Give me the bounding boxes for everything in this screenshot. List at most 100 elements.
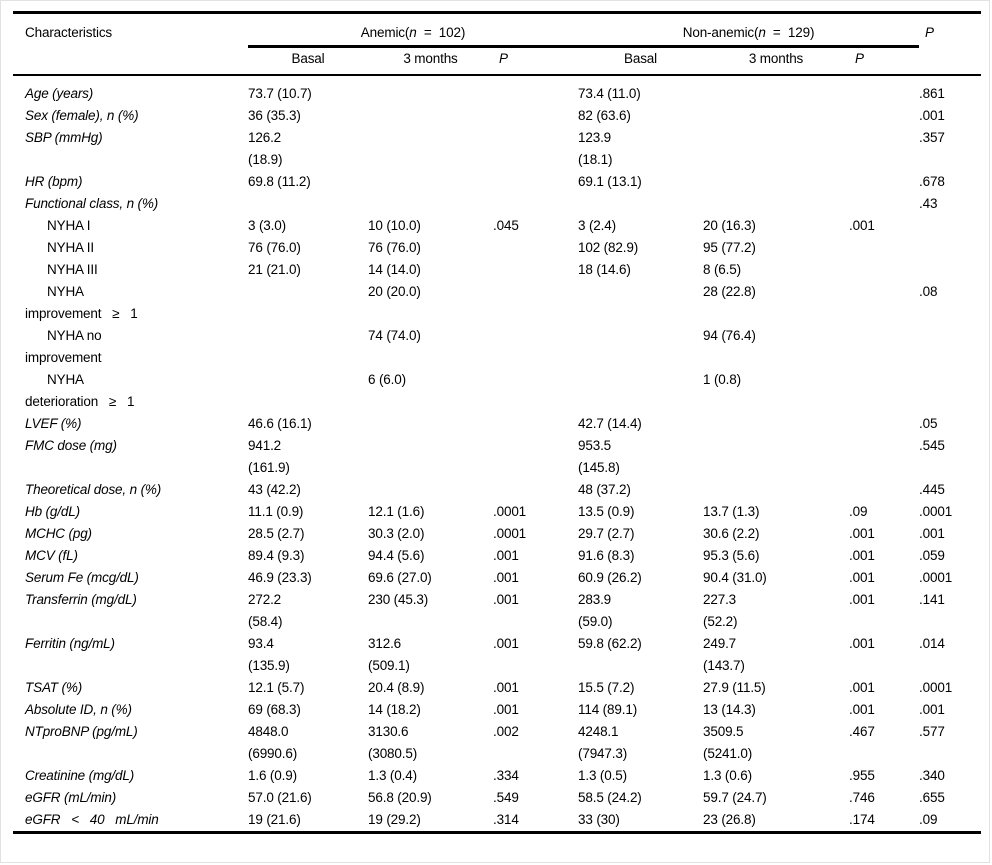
cell: 19 (29.2)	[368, 811, 421, 827]
cell: .43	[919, 195, 938, 211]
cell: .001	[849, 547, 875, 563]
row-label: Transferrin (mg/dL)	[25, 591, 137, 607]
cell: .174	[849, 811, 875, 827]
cell: 12.1 (5.7)	[248, 679, 305, 695]
cell	[849, 281, 919, 325]
cell: .001	[919, 701, 945, 717]
cell	[849, 75, 919, 105]
cell: 74 (74.0)	[368, 327, 421, 343]
row-label: NYHA III	[47, 261, 98, 277]
cell: .001	[849, 569, 875, 585]
italic-n: n	[758, 25, 766, 40]
subheader-basal-nonanemic: Basal	[578, 46, 703, 76]
cell: 23 (26.8)	[703, 811, 756, 827]
cell	[919, 237, 981, 259]
cell: .001	[493, 569, 519, 585]
cell: .141	[919, 591, 945, 607]
cell	[578, 325, 703, 369]
cell: 59.8 (62.2)	[578, 635, 642, 651]
row-label: NYHA deterioration ≥ 1	[25, 371, 135, 409]
table-row: MCHC (pg) 28.5 (2.7) 30.3 (2.0) .0001 29.7 (…	[13, 523, 981, 545]
cell: 12.1 (1.6)	[368, 503, 425, 519]
cell: 227.3 (52.2)	[703, 591, 738, 629]
cell: 102 (82.9)	[578, 239, 639, 255]
cell: 126.2 (18.9)	[248, 129, 283, 167]
table-row: NYHA deterioration ≥ 1 6 (6.0) 1 (0.8)	[13, 369, 981, 413]
cell: 94 (76.4)	[703, 327, 756, 343]
cell: 59.7 (24.7)	[703, 789, 767, 805]
cell	[493, 75, 578, 105]
cell: 90.4 (31.0)	[703, 569, 767, 585]
cell: .0001	[919, 679, 953, 695]
cell: .955	[849, 767, 875, 783]
row-label: HR (bpm)	[25, 173, 83, 189]
cell	[248, 325, 368, 369]
subheader-3months-nonanemic: 3 months	[703, 46, 849, 76]
cell: 283.9 (59.0)	[578, 591, 613, 629]
cell: 29.7 (2.7)	[578, 525, 635, 541]
group-header-row: Characteristics Anemic(n = 102) Non-anem…	[13, 12, 981, 48]
table-row: NYHA III 21 (21.0) 14 (14.0) 18 (14.6) 8 (6.…	[13, 259, 981, 281]
cell: 69 (68.3)	[248, 701, 301, 717]
cell	[703, 413, 849, 435]
table-row: NYHA II 76 (76.0) 76 (76.0) 102 (82.9) 95 (7…	[13, 237, 981, 259]
group-header-nonanemic: Non-anemic(n = 129)	[578, 12, 920, 48]
characteristics-header: Characteristics	[25, 25, 113, 40]
group-nonanemic-post: = 129)	[765, 25, 815, 40]
cell: .001	[493, 679, 519, 695]
cell: .467	[849, 723, 875, 739]
table-row: eGFR (mL/min) 57.0 (21.6) 56.8 (20.9) .549 5…	[13, 787, 981, 809]
row-label: LVEF (%)	[25, 415, 82, 431]
cell	[703, 479, 849, 501]
cell	[703, 127, 849, 171]
cell: .577	[919, 723, 945, 739]
cell	[248, 193, 368, 215]
cell: 20 (16.3)	[703, 217, 756, 233]
subheader-3months-anemic: 3 months	[368, 46, 493, 76]
cell	[248, 369, 368, 413]
row-label: TSAT (%)	[25, 679, 83, 695]
table-row: Serum Fe (mcg/dL) 46.9 (23.3) 69.6 (27.0).…	[13, 567, 981, 589]
table-row: Sex (female), n (%) 36 (35.3) 82 (63.6) .00…	[13, 105, 981, 127]
table-row: Hb (g/dL) 11.1 (0.9) 12.1 (1.6) .0001 13.5 (…	[13, 501, 981, 523]
row-label: NYHA II	[47, 239, 94, 255]
cell: 3509.5 (5241.0)	[703, 723, 753, 761]
cell: 46.6 (16.1)	[248, 415, 312, 431]
cell	[849, 369, 919, 413]
table-row: TSAT (%) 12.1 (5.7) 20.4 (8.9) .001 15.5 (7.…	[13, 677, 981, 699]
cell: 95 (77.2)	[703, 239, 756, 255]
group-nonanemic-pre: Non-anemic(	[682, 25, 759, 40]
cell: 249.7 (143.7)	[703, 635, 745, 673]
empty-header-cell	[13, 46, 248, 76]
cell: 95.3 (5.6)	[703, 547, 760, 563]
cell: 3 (2.4)	[578, 217, 616, 233]
cell: 94.4 (5.6)	[368, 547, 425, 563]
cell	[849, 259, 919, 281]
subheader-p-anemic: P	[493, 46, 578, 76]
cell: 1.3 (0.4)	[368, 767, 417, 783]
table-row: Creatinine (mg/dL) 1.6 (0.9) 1.3 (0.4) .334…	[13, 765, 981, 787]
cell: 4248.1 (7947.3)	[578, 723, 628, 761]
table-row: Age (years) 73.7 (10.7) 73.4 (11.0) .861	[13, 75, 981, 105]
cell	[703, 435, 849, 479]
cell: 230 (45.3)	[368, 591, 429, 607]
row-label: Theoretical dose, n (%)	[25, 481, 162, 497]
cell: 3130.6 (3080.5)	[368, 723, 418, 761]
cell	[493, 281, 578, 325]
row-label: NYHA no improvement	[25, 327, 102, 365]
cell: 21 (21.0)	[248, 261, 301, 277]
cell: .001	[849, 217, 875, 233]
cell: 57.0 (21.6)	[248, 789, 312, 805]
cell: 76 (76.0)	[248, 239, 301, 255]
cell	[703, 105, 849, 127]
cell	[578, 369, 703, 413]
cell	[849, 413, 919, 435]
row-label: eGFR < 40 mL/min	[25, 811, 159, 827]
cell: .678	[919, 173, 945, 189]
row-label: NTproBNP (pg/mL)	[25, 723, 138, 739]
cell: 18 (14.6)	[578, 261, 631, 277]
cell	[919, 369, 981, 413]
cell: 13.5 (0.9)	[578, 503, 635, 519]
cell	[493, 413, 578, 435]
row-label: eGFR (mL/min)	[25, 789, 117, 805]
